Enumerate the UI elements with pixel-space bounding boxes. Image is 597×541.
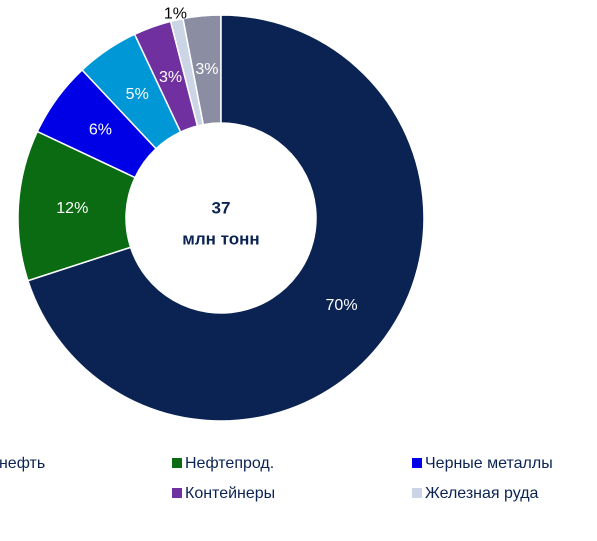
legend-marker <box>172 458 182 468</box>
donut-segment <box>133 20 199 134</box>
legend-label: Черные металлы <box>425 455 553 472</box>
legend-label: Нефтепрод. <box>185 455 274 472</box>
data-label: 70% <box>326 297 358 314</box>
legend-label: Железная руда <box>425 485 539 502</box>
data-label: 1% <box>164 5 187 22</box>
data-label: 5% <box>126 86 149 103</box>
donut-segment <box>26 14 425 422</box>
donut-segment <box>17 130 137 282</box>
legend-marker <box>172 488 182 498</box>
legend-marker <box>412 488 422 498</box>
center-unit: млн тонн <box>182 229 259 248</box>
data-label: 12% <box>56 200 88 217</box>
legend-label: Сырая нефть <box>0 455 45 472</box>
legend-label: Контейнеры <box>185 485 275 502</box>
donut-segment <box>80 33 182 150</box>
legend-marker <box>412 458 422 468</box>
data-label: 6% <box>89 122 112 139</box>
data-label: 3% <box>159 69 182 86</box>
center-value: 37 <box>212 198 231 217</box>
donut-segment <box>36 68 158 179</box>
data-label: 3% <box>195 61 218 78</box>
